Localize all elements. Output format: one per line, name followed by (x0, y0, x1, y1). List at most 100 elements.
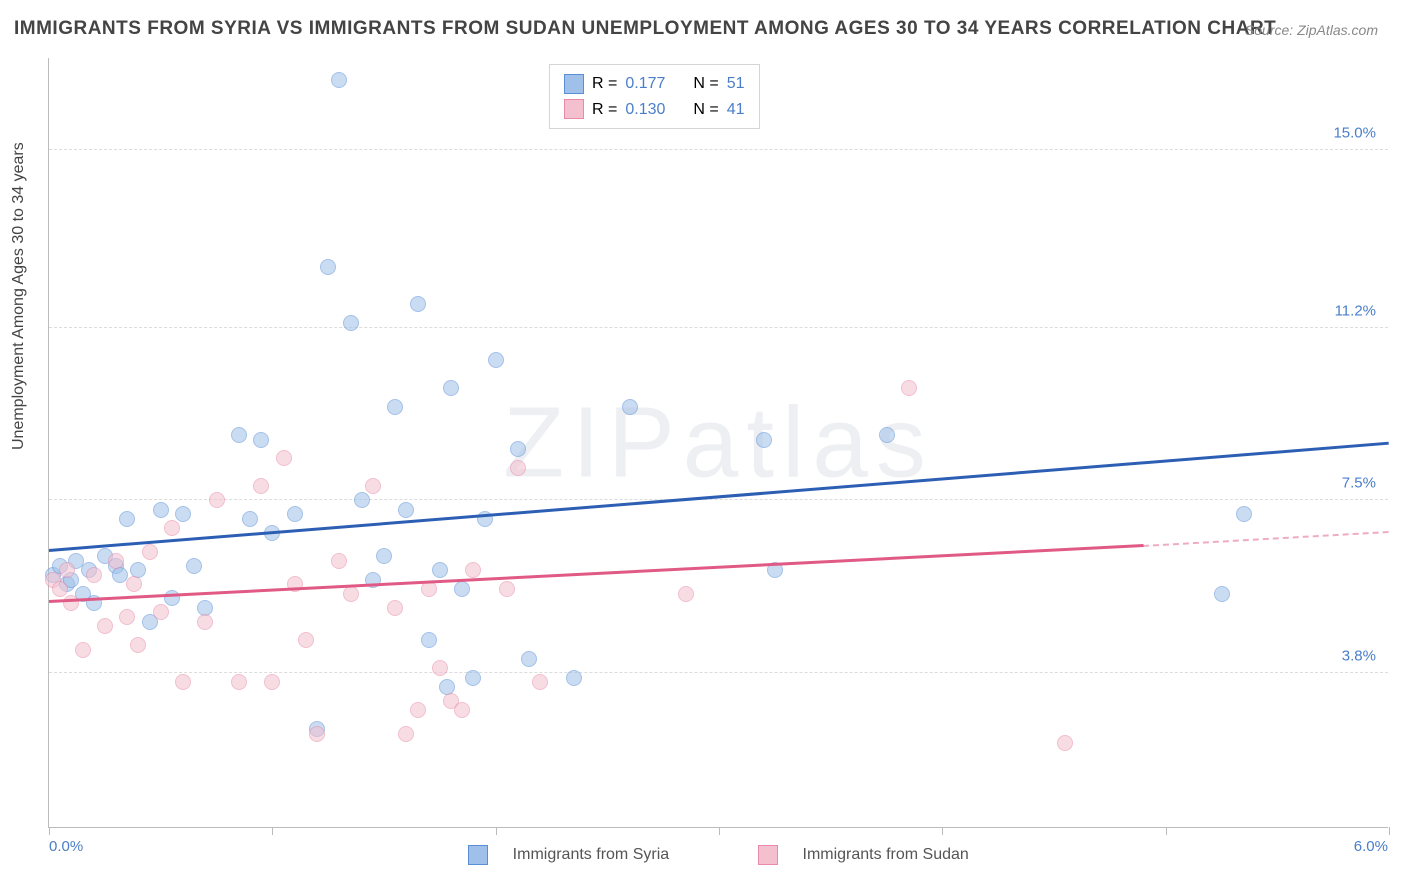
data-point (879, 427, 895, 443)
gridline (49, 499, 1388, 500)
data-point (465, 670, 481, 686)
data-point (75, 642, 91, 658)
y-tick-label: 15.0% (1333, 125, 1376, 142)
data-point (1236, 506, 1252, 522)
r-label: R = (592, 71, 617, 97)
y-tick-label: 3.8% (1342, 648, 1376, 665)
series-legend: Immigrants from Syria Immigrants from Su… (49, 845, 1388, 865)
data-point (276, 450, 292, 466)
data-point (354, 492, 370, 508)
x-tick (942, 827, 943, 835)
swatch-syria-icon (468, 845, 488, 865)
data-point (488, 352, 504, 368)
data-point (209, 492, 225, 508)
data-point (59, 562, 75, 578)
gridline (49, 327, 1388, 328)
data-point (1057, 735, 1073, 751)
data-point (86, 567, 102, 583)
r-value-syria: 0.177 (625, 71, 665, 97)
data-point (287, 506, 303, 522)
legend-row-sudan: R = 0.130 N = 41 (564, 97, 745, 123)
data-point (331, 553, 347, 569)
data-point (126, 576, 142, 592)
data-point (510, 460, 526, 476)
legend-label-sudan: Immigrants from Sudan (803, 846, 969, 863)
data-point (678, 586, 694, 602)
data-point (97, 618, 113, 634)
data-point (410, 296, 426, 312)
n-value-sudan: 41 (727, 97, 745, 123)
data-point (298, 632, 314, 648)
x-tick (272, 827, 273, 835)
r-value-sudan: 0.130 (625, 97, 665, 123)
data-point (343, 315, 359, 331)
data-point (153, 502, 169, 518)
source-label: Source: ZipAtlas.com (1245, 22, 1378, 38)
data-point (164, 520, 180, 536)
data-point (387, 600, 403, 616)
data-point (119, 609, 135, 625)
data-point (253, 478, 269, 494)
data-point (376, 548, 392, 564)
data-point (63, 595, 79, 611)
data-point (175, 674, 191, 690)
data-point (175, 506, 191, 522)
data-point (901, 380, 917, 396)
data-point (231, 674, 247, 690)
trend-line (1143, 531, 1389, 547)
data-point (432, 562, 448, 578)
data-point (499, 581, 515, 597)
gridline (49, 672, 1388, 673)
data-point (465, 562, 481, 578)
n-value-syria: 51 (727, 71, 745, 97)
x-tick (1389, 827, 1390, 835)
data-point (108, 553, 124, 569)
y-tick-label: 7.5% (1342, 475, 1376, 492)
data-point (231, 427, 247, 443)
data-point (186, 558, 202, 574)
data-point (320, 259, 336, 275)
x-tick (49, 827, 50, 835)
x-tick (496, 827, 497, 835)
data-point (756, 432, 772, 448)
data-point (398, 502, 414, 518)
data-point (387, 399, 403, 415)
data-point (510, 441, 526, 457)
scatter-plot: ZIPatlas R = 0.177 N = 51 R = 0.130 N = … (48, 58, 1388, 828)
data-point (343, 586, 359, 602)
data-point (365, 478, 381, 494)
data-point (622, 399, 638, 415)
data-point (242, 511, 258, 527)
data-point (153, 604, 169, 620)
y-axis-label: Unemployment Among Ages 30 to 34 years (10, 142, 28, 450)
data-point (130, 637, 146, 653)
n-label: N = (693, 97, 718, 123)
y-tick-label: 11.2% (1335, 302, 1376, 319)
legend-label-syria: Immigrants from Syria (513, 846, 669, 863)
data-point (566, 670, 582, 686)
data-point (52, 581, 68, 597)
gridline (49, 149, 1388, 150)
swatch-sudan-icon (758, 845, 778, 865)
data-point (119, 511, 135, 527)
x-tick (1166, 827, 1167, 835)
data-point (331, 72, 347, 88)
data-point (432, 660, 448, 676)
data-point (443, 380, 459, 396)
data-point (142, 544, 158, 560)
trend-line (49, 544, 1143, 603)
x-tick (719, 827, 720, 835)
trend-line (49, 441, 1389, 551)
data-point (264, 674, 280, 690)
r-label: R = (592, 97, 617, 123)
data-point (421, 632, 437, 648)
correlation-legend: R = 0.177 N = 51 R = 0.130 N = 41 (549, 64, 760, 129)
chart-title: IMMIGRANTS FROM SYRIA VS IMMIGRANTS FROM… (14, 18, 1276, 40)
data-point (398, 726, 414, 742)
data-point (253, 432, 269, 448)
data-point (410, 702, 426, 718)
data-point (197, 614, 213, 630)
legend-row-syria: R = 0.177 N = 51 (564, 71, 745, 97)
swatch-sudan (564, 99, 584, 119)
x-tick-label-left: 0.0% (49, 838, 83, 855)
